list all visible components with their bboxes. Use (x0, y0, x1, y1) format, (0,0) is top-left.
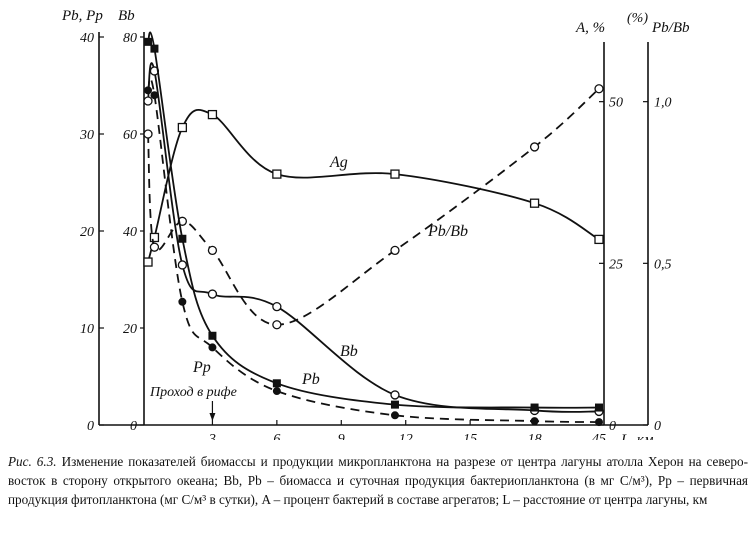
point-4-7 (595, 418, 603, 427)
tick-label-left-inner-2: 40 (123, 225, 137, 240)
point-4-0 (144, 86, 152, 95)
point-1-1 (149, 242, 160, 252)
point-2-3 (207, 289, 218, 299)
series-pb (144, 31, 603, 412)
series-ag (143, 108, 604, 267)
series-line-1 (147, 88, 600, 326)
curve-label-1: Pb/Bb (427, 223, 468, 240)
point-3-4 (272, 379, 281, 388)
series-line-2 (147, 62, 600, 413)
point-1-5 (390, 245, 400, 256)
series-line-3 (147, 31, 600, 409)
point-1-6 (529, 142, 540, 152)
series-pp (144, 77, 603, 427)
tick-label-right-inner-2: 50 (609, 96, 623, 111)
point-2-5 (390, 390, 400, 400)
axis-title-left-outer: Pb, Pp (61, 8, 103, 24)
axis-title-right-outer: Pb/Bb (651, 20, 690, 36)
tick-label-x-0: 3 (208, 432, 216, 440)
tick-label-left-inner-3: 60 (123, 128, 137, 143)
point-1-0 (143, 129, 153, 139)
tick-label-left-inner-0: 0 (130, 419, 137, 434)
series-line-4 (147, 77, 600, 423)
axis-title-right-inner-extra: (%) (627, 11, 648, 26)
point-0-7 (594, 234, 604, 245)
series-layer (143, 31, 604, 427)
curve-label-3: Pb (301, 371, 320, 388)
point-0-0 (143, 257, 153, 267)
caption-text: Изменение показателей биомассы и продукц… (8, 454, 748, 507)
tick-label-left-inner-1: 20 (123, 322, 137, 337)
axis-title-right-inner: A, % (575, 20, 605, 36)
tick-label-x-5: 18 (528, 432, 542, 440)
point-2-0 (143, 96, 153, 106)
series-line-0 (147, 108, 600, 263)
annotation-text: Проход в рифе (149, 385, 237, 400)
point-0-5 (390, 169, 400, 179)
tick-label-x-3: 12 (399, 432, 413, 440)
curve-label-2: Bb (340, 343, 358, 360)
point-1-7 (594, 84, 604, 94)
tick-label-right-outer-1: 0,5 (654, 257, 672, 272)
curve-label-0: Ag (329, 154, 348, 171)
figure-caption: Рис. 6.3. Изменение показателей биомассы… (8, 452, 748, 509)
tick-label-x-2: 9 (338, 432, 345, 440)
point-4-4 (272, 387, 281, 396)
labels: Pb, Pp BbA, %(%)Pb/BbL, кмAgPb/BbBbPbPpПр… (61, 8, 690, 440)
point-2-2 (177, 260, 188, 270)
point-2-4 (272, 302, 282, 312)
tick-label-right-outer-0: 0 (654, 419, 661, 434)
point-3-3 (208, 331, 217, 340)
tick-label-left-inner-4: 80 (123, 31, 137, 46)
tick-label-left-outer-4: 40 (80, 31, 94, 46)
point-4-5 (390, 411, 399, 420)
point-1-4 (272, 320, 282, 330)
tick-label-x-1: 6 (273, 432, 280, 440)
axis-title-left-inner: Bb (118, 8, 135, 24)
point-3-1 (150, 44, 159, 53)
series-pb-bb (143, 84, 604, 330)
chart: 0 10 20 30 40 0 20 40 60 80 0 25 50 0 0,5 1,0 3 6 9 12 15 18 4… (61, 8, 690, 440)
tick-label-left-outer-1: 10 (80, 322, 94, 337)
tick-label-left-outer-0: 0 (87, 419, 94, 434)
annotation-arrow-head (209, 413, 216, 421)
axes: 0 10 20 30 40 0 20 40 60 80 0 25 50 0 0,5 1,0 3 6 9 12 15 18 4… (79, 31, 672, 440)
figure-number: Рис. 6.3. (8, 454, 57, 469)
point-3-6 (530, 403, 539, 412)
point-0-4 (272, 169, 282, 179)
tick-label-right-inner-0: 0 (609, 419, 616, 434)
point-0-2 (177, 122, 188, 133)
tick-label-x-4: 15 (463, 432, 477, 440)
point-0-6 (529, 198, 540, 208)
point-0-1 (149, 232, 160, 243)
point-3-7 (595, 403, 603, 412)
point-3-2 (178, 234, 187, 243)
axis-title-x: L, км (620, 432, 654, 440)
point-3-0 (144, 37, 152, 46)
tick-label-right-inner-1: 25 (609, 257, 623, 272)
point-1-3 (207, 245, 218, 256)
point-4-2 (178, 297, 187, 306)
point-0-3 (207, 109, 218, 120)
point-3-5 (390, 400, 399, 409)
curve-label-4: Pp (192, 359, 211, 376)
point-4-6 (530, 417, 539, 426)
tick-label-right-outer-2: 1,0 (654, 96, 672, 111)
tick-label-x-6: 45 (592, 432, 606, 440)
tick-label-left-outer-2: 20 (80, 225, 94, 240)
tick-label-left-outer-3: 30 (79, 128, 94, 143)
point-4-3 (208, 343, 217, 352)
point-4-1 (150, 91, 159, 100)
